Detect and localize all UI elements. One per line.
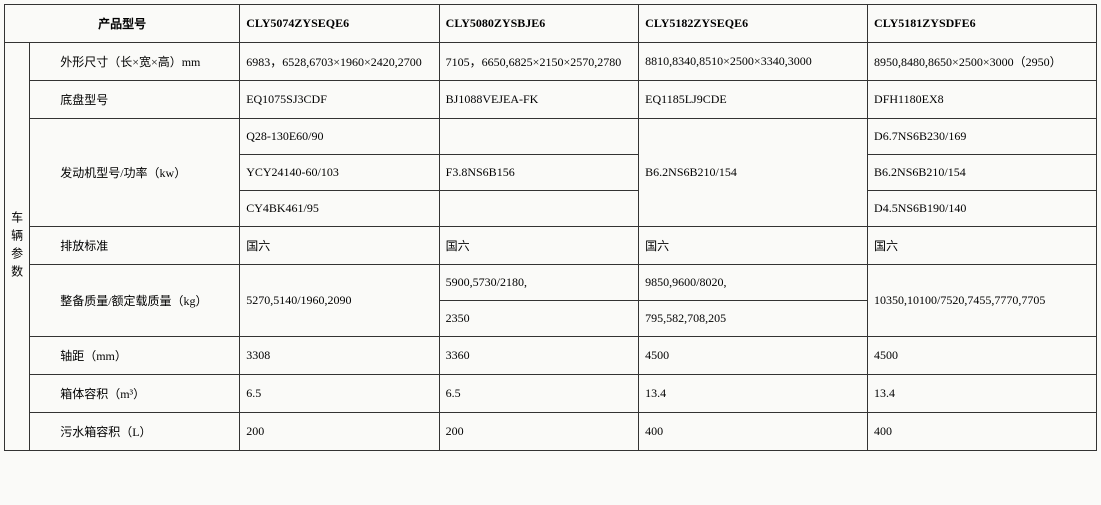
model-label: 产品型号 <box>5 5 240 43</box>
wheelbase-v4: 4500 <box>868 337 1097 375</box>
engine-label: 发动机型号/功率（kw） <box>30 119 240 227</box>
volume-v3: 13.4 <box>639 375 868 413</box>
mass-v1: 5270,5140/1960,2090 <box>240 265 439 337</box>
volume-row: 箱体容积（m³） 6.5 6.5 13.4 13.4 <box>5 375 1097 413</box>
sewage-row: 污水箱容积（L） 200 200 400 400 <box>5 413 1097 451</box>
sewage-label: 污水箱容积（L） <box>30 413 240 451</box>
chassis-v2: BJ1088VEJEA-FK <box>439 81 638 119</box>
chassis-v1: EQ1075SJ3CDF <box>240 81 439 119</box>
volume-label: 箱体容积（m³） <box>30 375 240 413</box>
mass-v2b: 2350 <box>439 301 638 337</box>
emission-v3: 国六 <box>639 227 868 265</box>
wheelbase-v2: 3360 <box>439 337 638 375</box>
emission-v1: 国六 <box>240 227 439 265</box>
mass-label: 整备质量/额定载质量（kg） <box>30 265 240 337</box>
engine-r1-v4: D6.7NS6B230/169 <box>868 119 1097 155</box>
engine-r2-v1: YCY24140-60/103 <box>240 155 439 191</box>
volume-v4: 13.4 <box>868 375 1097 413</box>
model-4: CLY5181ZYSDFE6 <box>868 5 1097 43</box>
model-1: CLY5074ZYSEQE6 <box>240 5 439 43</box>
model-3: CLY5182ZYSEQE6 <box>639 5 868 43</box>
sewage-v2: 200 <box>439 413 638 451</box>
dimensions-label: 外形尺寸（长×宽×高）mm <box>30 43 240 81</box>
wheelbase-label: 轴距（mm） <box>30 337 240 375</box>
wheelbase-v1: 3308 <box>240 337 439 375</box>
engine-r3-v4: D4.5NS6B190/140 <box>868 191 1097 227</box>
volume-v1: 6.5 <box>240 375 439 413</box>
model-2: CLY5080ZYSBJE6 <box>439 5 638 43</box>
sewage-v3: 400 <box>639 413 868 451</box>
wheelbase-v3: 4500 <box>639 337 868 375</box>
engine-r3-v1: CY4BK461/95 <box>240 191 439 227</box>
engine-r2-v2: F3.8NS6B156 <box>439 155 638 191</box>
chassis-v4: DFH1180EX8 <box>868 81 1097 119</box>
dimensions-v1: 6983，6528,6703×1960×2420,2700 <box>240 43 439 81</box>
spec-table: 产品型号 CLY5074ZYSEQE6 CLY5080ZYSBJE6 CLY51… <box>4 4 1097 451</box>
emission-v2: 国六 <box>439 227 638 265</box>
sewage-v1: 200 <box>240 413 439 451</box>
engine-r3-v2 <box>439 191 638 227</box>
chassis-v3: EQ1185LJ9CDE <box>639 81 868 119</box>
engine-r2-v4: B6.2NS6B210/154 <box>868 155 1097 191</box>
dimensions-v4: 8950,8480,8650×2500×3000（2950） <box>868 43 1097 81</box>
engine-v3: B6.2NS6B210/154 <box>639 119 868 227</box>
wheelbase-row: 轴距（mm） 3308 3360 4500 4500 <box>5 337 1097 375</box>
dimensions-row: 车辆参数 外形尺寸（长×宽×高）mm 6983，6528,6703×1960×2… <box>5 43 1097 81</box>
mass-v3a: 9850,9600/8020, <box>639 265 868 301</box>
chassis-label: 底盘型号 <box>30 81 240 119</box>
engine-r1-v2 <box>439 119 638 155</box>
engine-row-1: 发动机型号/功率（kw） Q28-130E60/90 B6.2NS6B210/1… <box>5 119 1097 155</box>
dimensions-v3: 8810,8340,8510×2500×3340,3000 <box>639 43 868 81</box>
dimensions-v2: 7105，6650,6825×2150×2570,2780 <box>439 43 638 81</box>
chassis-row: 底盘型号 EQ1075SJ3CDF BJ1088VEJEA-FK EQ1185L… <box>5 81 1097 119</box>
emission-v4: 国六 <box>868 227 1097 265</box>
mass-v4: 10350,10100/7520,7455,7770,7705 <box>868 265 1097 337</box>
vehicle-params-label: 车辆参数 <box>5 43 30 451</box>
mass-v3b: 795,582,708,205 <box>639 301 868 337</box>
emission-label: 排放标准 <box>30 227 240 265</box>
engine-r1-v1: Q28-130E60/90 <box>240 119 439 155</box>
mass-v2a: 5900,5730/2180, <box>439 265 638 301</box>
mass-row-1: 整备质量/额定载质量（kg） 5270,5140/1960,2090 5900,… <box>5 265 1097 301</box>
header-row: 产品型号 CLY5074ZYSEQE6 CLY5080ZYSBJE6 CLY51… <box>5 5 1097 43</box>
volume-v2: 6.5 <box>439 375 638 413</box>
sewage-v4: 400 <box>868 413 1097 451</box>
emission-row: 排放标准 国六 国六 国六 国六 <box>5 227 1097 265</box>
